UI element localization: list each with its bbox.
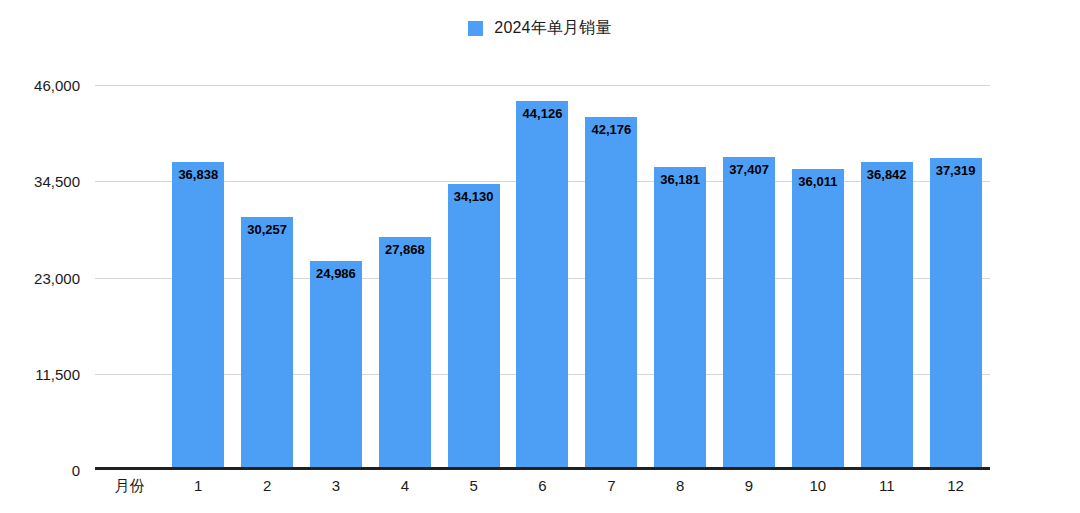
bar-value-label: 42,176: [577, 122, 645, 137]
bar-slot: 36,842: [852, 85, 921, 470]
y-axis-tick-label: 23,000: [34, 269, 80, 286]
x-axis-tick-label: 11: [852, 477, 921, 496]
bar-month-10[interactable]: 36,011: [792, 169, 844, 470]
x-axis-tick-label: 5: [439, 477, 508, 496]
bar-slot: 36,011: [783, 85, 852, 470]
x-axis-tick-label: 3: [302, 477, 371, 496]
x-axis-tick-label: 1: [164, 477, 233, 496]
bar-month-4[interactable]: 27,868: [379, 237, 431, 470]
legend-label: 2024年单月销量: [494, 18, 611, 39]
chart-legend: 2024年单月销量: [0, 18, 1080, 39]
x-axis-labels: 月份123456789101112: [95, 477, 990, 496]
bar-value-label: 27,868: [371, 242, 439, 257]
bar-month-11[interactable]: 36,842: [861, 162, 913, 470]
sales-bar-chart: 2024年单月销量 0 11,500 23,000 34,500 46,000 36,8…: [0, 0, 1080, 513]
x-axis-tick-label: 8: [646, 477, 715, 496]
bar-slot: 24,986: [302, 85, 371, 470]
bar-slot: 27,868: [370, 85, 439, 470]
legend-swatch-icon: [468, 21, 483, 36]
plot-area: 36,83830,25724,98627,86834,13044,12642,1…: [95, 85, 990, 470]
x-axis-tick-label: 4: [370, 477, 439, 496]
x-axis-tick-label: 6: [508, 477, 577, 496]
x-axis-tick-label: 2: [233, 477, 302, 496]
x-axis-tick-label: 9: [715, 477, 784, 496]
y-axis-tick-label: 11,500: [35, 365, 80, 382]
bar-slot: 30,257: [233, 85, 302, 470]
y-axis-tick-label: 34,500: [34, 173, 80, 190]
bar-value-label: 34,130: [440, 189, 508, 204]
bar-slot: 34,130: [439, 85, 508, 470]
bar-slot: 36,181: [646, 85, 715, 470]
bar-value-label: 36,181: [646, 172, 714, 187]
bar-month-9[interactable]: 37,407: [723, 157, 775, 470]
bar-value-label: 44,126: [508, 106, 576, 121]
bar-slot: 37,407: [715, 85, 784, 470]
bar-slot: 37,319: [921, 85, 990, 470]
bar-slot: 42,176: [577, 85, 646, 470]
bar-month-5[interactable]: 34,130: [448, 184, 500, 470]
x-axis-tick-label: 7: [577, 477, 646, 496]
y-axis-tick-label: 46,000: [34, 77, 80, 94]
empty-slot: [95, 85, 164, 470]
bar-month-3[interactable]: 24,986: [310, 261, 362, 470]
x-axis-line: [95, 467, 990, 470]
bar-value-label: 36,838: [164, 167, 232, 182]
bar-value-label: 37,319: [922, 163, 990, 178]
y-axis-labels: 011,50023,00034,50046,000: [0, 85, 80, 470]
bar-month-7[interactable]: 42,176: [585, 117, 637, 470]
y-axis-tick-label: 0: [72, 462, 80, 479]
bar-slot: 44,126: [508, 85, 577, 470]
bar-value-label: 30,257: [233, 222, 301, 237]
x-axis-tick-label: 12: [921, 477, 990, 496]
bar-month-8[interactable]: 36,181: [654, 167, 706, 470]
bar-value-label: 36,011: [784, 174, 852, 189]
bar-value-label: 36,842: [853, 167, 921, 182]
bar-month-1[interactable]: 36,838: [172, 162, 224, 470]
bar-value-label: 24,986: [302, 266, 370, 281]
bar-month-2[interactable]: 30,257: [241, 217, 293, 470]
bar-value-label: 37,407: [715, 162, 783, 177]
x-axis-title: 月份: [95, 477, 164, 496]
bar-slot: 36,838: [164, 85, 233, 470]
bar-month-12[interactable]: 37,319: [930, 158, 982, 470]
bars-row: 36,83830,25724,98627,86834,13044,12642,1…: [95, 85, 990, 470]
x-axis-tick-label: 10: [783, 477, 852, 496]
bar-month-6[interactable]: 44,126: [516, 101, 568, 470]
